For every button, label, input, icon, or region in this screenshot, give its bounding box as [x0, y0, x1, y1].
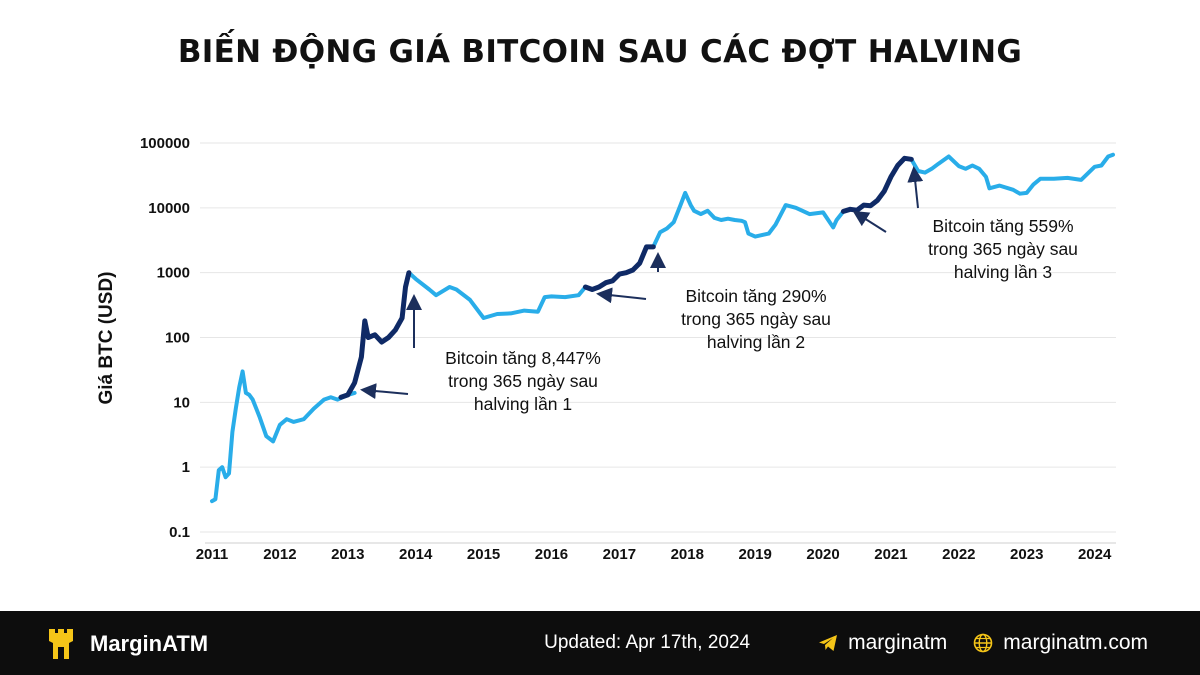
- price-series-line: [406, 270, 588, 320]
- annotation-layer: Bitcoin tăng 8,447% trong 365 ngày sau hal…: [360, 166, 1078, 414]
- y-tick-label: 100000: [140, 135, 190, 152]
- x-tick-label: 2015: [467, 546, 500, 563]
- footer-bar: MarginATM Updated: Apr 17th, 2024 margin…: [0, 611, 1200, 675]
- x-tick-label: 2013: [331, 546, 364, 563]
- x-tick-label: 2022: [942, 546, 975, 563]
- x-tick-label: 2019: [738, 546, 771, 563]
- y-tick-label: 1: [182, 459, 190, 476]
- footer-links: Updated: Apr 17th, 2024 marginatm margin…: [544, 631, 1148, 655]
- y-tick-label: 10: [173, 394, 190, 411]
- y-tick-label: 0.1: [169, 524, 190, 541]
- annotation-text: Bitcoin tăng 8,447%: [445, 348, 601, 368]
- annotation-text: halving lần 1: [474, 394, 572, 414]
- website-link[interactable]: marginatm.com: [973, 631, 1148, 655]
- halving-series-line: [582, 244, 656, 292]
- annotation-arrow: [907, 166, 924, 209]
- updated-date: Updated: Apr 17th, 2024: [544, 632, 751, 653]
- axis-layer: 0.1 1 10 100 1000 10000 100000 2011 2012 2013 2014…: [140, 135, 1116, 563]
- price-chart: 0.1 1 10 100 1000 10000 100000 2011 2012 2013 2014…: [96, 135, 1116, 563]
- price-series-line: [651, 190, 846, 249]
- annotation-arrow: [360, 383, 409, 400]
- x-tick-label: 2021: [874, 546, 907, 563]
- y-tick-label: 100: [165, 330, 190, 347]
- annotation-text: trong 365 ngày sau: [681, 309, 831, 329]
- annotation-text: trong 365 ngày sau: [928, 239, 1078, 259]
- annotation-text: halving lần 3: [954, 262, 1052, 282]
- halving-series-line: [338, 270, 412, 400]
- telegram-link[interactable]: marginatm: [818, 631, 947, 655]
- telegram-handle: marginatm: [848, 631, 948, 654]
- chart-title: BIẾN ĐỘNG GIÁ BITCOIN SAU CÁC ĐỢT HALVIN…: [177, 34, 1023, 70]
- x-tick-label: 2011: [196, 546, 229, 563]
- brand-name: MarginATM: [90, 631, 209, 656]
- x-tick-label: 2017: [603, 546, 636, 563]
- halving-series-line: [840, 155, 914, 214]
- brand[interactable]: MarginATM: [48, 627, 208, 661]
- y-tick-label: 10000: [148, 200, 190, 217]
- x-tick-label: 2018: [671, 546, 704, 563]
- x-tick-label: 2014: [399, 546, 433, 563]
- y-tick-label: 1000: [157, 265, 190, 282]
- annotation-arrow: [852, 210, 887, 233]
- x-tick-label: 2016: [535, 546, 568, 563]
- annotation-text: Bitcoin tăng 290%: [685, 286, 826, 306]
- x-tick-label: 2020: [806, 546, 839, 563]
- globe-icon: [973, 633, 993, 653]
- annotation-text: trong 365 ngày sau: [448, 371, 598, 391]
- annotation-arrow: [596, 287, 647, 304]
- telegram-icon: [819, 635, 838, 651]
- price-series-line: [909, 152, 1115, 196]
- annotation-text: halving lần 2: [707, 332, 805, 352]
- y-axis-label: Giá BTC (USD): [96, 272, 117, 405]
- x-tick-label: 2023: [1010, 546, 1043, 563]
- brand-logo-icon: [49, 629, 73, 659]
- series-layer: [210, 152, 1115, 504]
- price-series-line: [210, 369, 357, 504]
- website-url: marginatm.com: [1003, 631, 1148, 654]
- grid-layer: [200, 142, 1116, 533]
- annotation-text: Bitcoin tăng 559%: [932, 216, 1073, 236]
- x-tick-label: 2012: [263, 546, 296, 563]
- x-tick-label: 2024: [1078, 546, 1112, 563]
